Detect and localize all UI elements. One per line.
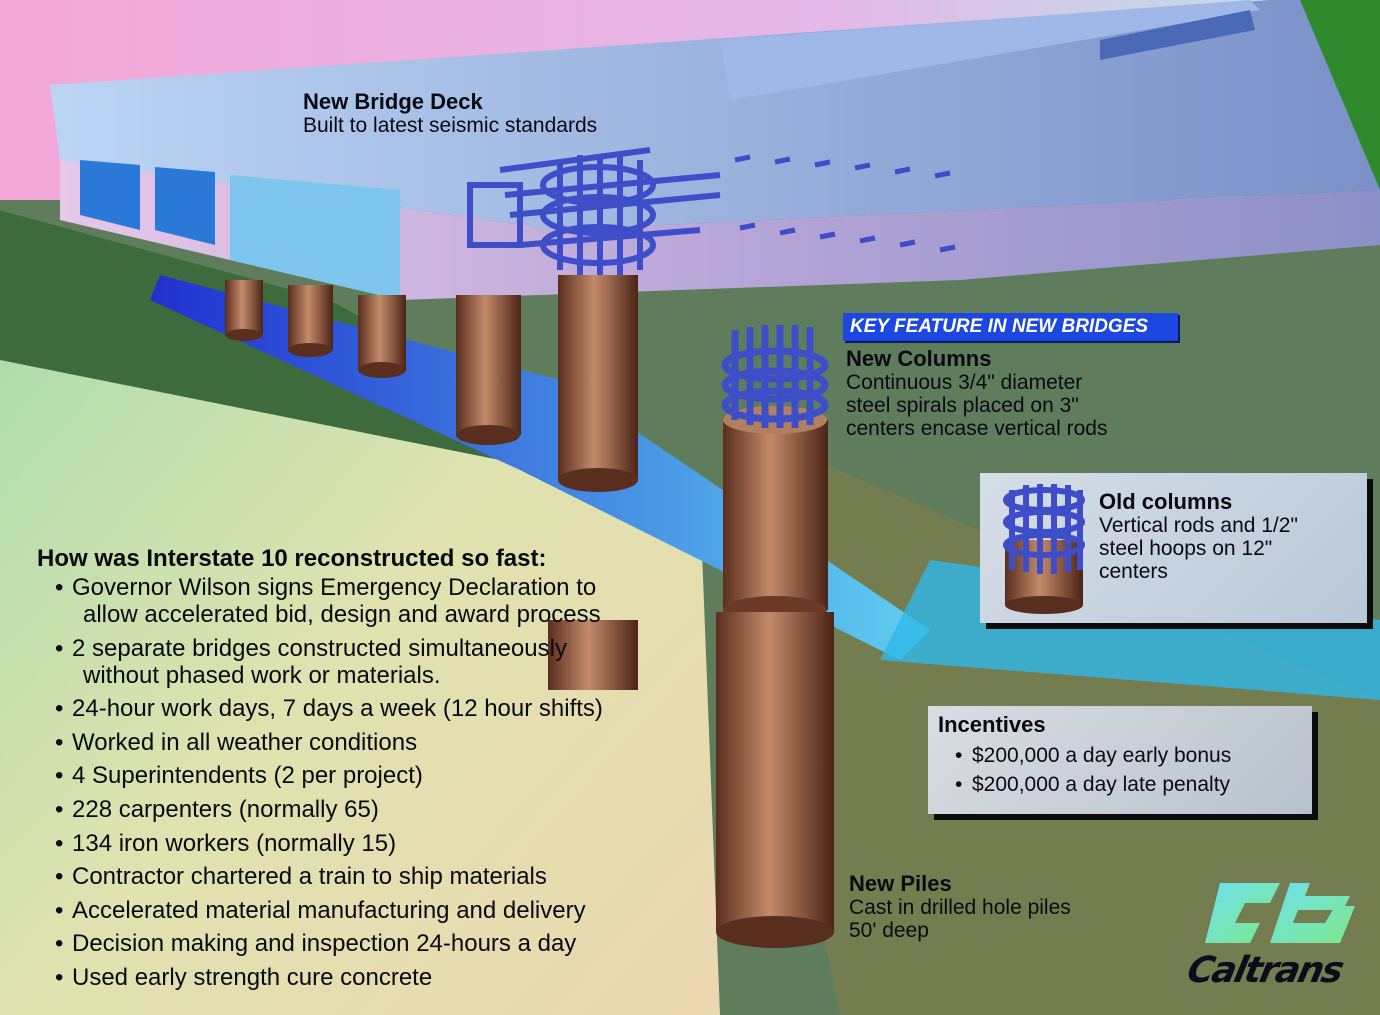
list-item-text: Decision making and inspection 24-hours … [72,930,577,958]
bullet: • [55,695,64,723]
bullet: • [55,863,64,891]
list-item-text: 134 iron workers (normally 15) [72,829,397,857]
list-item-text: without phased work or materials. [83,661,441,689]
new-piles-line: 50' deep [849,919,929,942]
bullet: • [55,963,64,991]
new-columns-line: centers encase vertical rods [846,417,1108,440]
incentives-title: Incentives [938,712,1046,737]
old-columns-line: steel hoops on 12" [1099,537,1273,560]
list-item: • 4 Superintendents (2 per project) [55,762,735,789]
new-piles-title: New Piles [849,871,952,896]
list-item: • 24-hour work days, 7 days a week (12 ho… [55,695,735,722]
bullet: • [55,728,64,756]
list-item-text: Accelerated material manufacturing and d… [72,896,586,924]
list-item: • $200,000 a day early bonus [955,744,1232,767]
incentives-panel [928,706,1312,814]
bullet: • [55,829,64,857]
list-item: • 134 iron workers (normally 15) [55,830,735,857]
list-item-text: 228 carpenters (normally 65) [72,795,379,823]
deck-label: New Bridge Deck Built to latest seismic … [303,89,598,138]
bullet: • [55,762,64,790]
new-columns-line: steel spirals placed on 3" [846,394,1079,417]
list-item-text: allow accelerated bid, design and award … [83,601,601,628]
bullet: • [55,574,64,601]
deck-columns [225,275,638,690]
key-feature-banner: KEY FEATURE IN NEW BRIDGES [843,313,1178,341]
new-piles-label: New Piles Cast in drilled hole piles 50'… [849,871,1071,943]
list-item: • 2 separate bridges constructed simultan… [55,635,735,689]
list-item: • Governor Wilson signs Emergency Declara… [55,574,735,628]
old-columns-label: Old columns Vertical rods and 1/2" steel… [1099,489,1298,584]
list-item-text: 2 separate bridges constructed simultane… [72,634,567,662]
old-columns-title: Old columns [1099,489,1233,514]
old-columns-line: Vertical rods and 1/2" [1099,514,1298,537]
list-item-text: 4 Superintendents (2 per project) [72,762,423,790]
list-item-text: Governor Wilson signs Emergency Declarat… [72,574,597,601]
new-columns-line: Continuous 3/4" diameter [846,371,1083,394]
how-title: How was Interstate 10 reconstructed so f… [37,545,547,572]
new-pile-column [716,325,834,948]
list-item: • 228 carpenters (normally 65) [55,796,735,823]
caltrans-wordmark: Caltrans [1183,950,1346,991]
how-list: • Governor Wilson signs Emergency Declara… [55,574,735,998]
list-item-text: Contractor chartered a train to ship mat… [72,863,547,891]
list-item: • Used early strength cure concrete [55,964,735,991]
deck-subtitle: Built to latest seismic standards [303,114,598,137]
list-item: • $200,000 a day late penalty [955,773,1231,796]
list-item: • Accelerated material manufacturing and … [55,897,735,924]
bullet: • [55,896,64,924]
deck-rebar-cage [467,147,721,275]
incentives-list: • $200,000 a day early bonus • $200,000 a … [955,741,1231,799]
list-item-text: Used early strength cure concrete [72,963,433,991]
caltrans-logo-icon [1205,883,1355,943]
deck-title: New Bridge Deck [303,89,483,114]
list-item: • Contractor chartered a train to ship ma… [55,863,735,890]
list-item-text: Worked in all weather conditions [72,728,418,756]
bullet: • [55,634,64,662]
new-columns-label: New Columns Continuous 3/4" diameter ste… [846,346,1108,441]
old-columns-line: centers [1099,560,1168,583]
bullet: • [55,930,64,958]
bullet: • [55,795,64,823]
new-columns-title: New Columns [846,346,992,371]
list-item-text: 24-hour work days, 7 days a week (12 hou… [72,695,603,723]
list-item: • Decision making and inspection 24-hours… [55,930,735,957]
list-item: • Worked in all weather conditions [55,729,735,756]
new-piles-line: Cast in drilled hole piles [849,896,1071,919]
